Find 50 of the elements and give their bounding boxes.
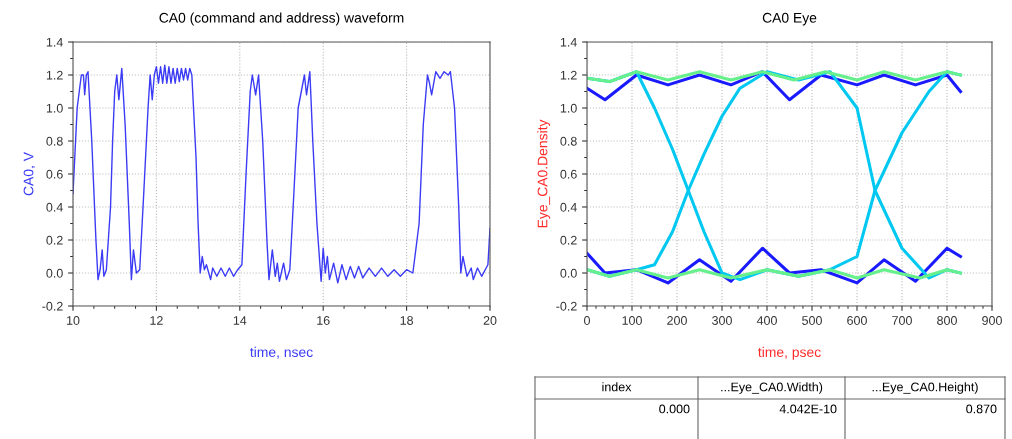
y-tick-label: 0.8 <box>560 136 577 146</box>
text: index <box>602 382 632 392</box>
x-tick-label: 700 <box>892 316 912 325</box>
y-tick-label: 0.4 <box>560 202 577 212</box>
x-tick-label: 12 <box>150 316 163 325</box>
y-tick-label: 0.8 <box>46 136 63 146</box>
y-tick-label: 1.0 <box>46 103 63 113</box>
chart-title: CA0 (command and address) waveform <box>159 12 404 26</box>
y-tick-label: 0.6 <box>560 169 577 179</box>
x-tick-label: 400 <box>756 316 777 325</box>
x-tick-label: 600 <box>847 316 867 325</box>
x-tick-label: 200 <box>667 316 687 325</box>
line-series <box>73 64 490 284</box>
x-tick-label: 500 <box>802 316 822 325</box>
x-tick-label: 900 <box>982 316 1002 325</box>
text: 0.000 <box>659 404 690 414</box>
text: 0.870 <box>966 404 997 414</box>
x-tick-label: 14 <box>233 316 247 325</box>
text: 4.042E-10 <box>779 404 837 414</box>
x-axis-title: time, nsec <box>250 346 313 359</box>
x-tick-label: 16 <box>317 316 330 325</box>
y-tick-label: 0.2 <box>560 235 577 245</box>
y-tick-label: 0.0 <box>560 268 577 278</box>
y-tick-label: -0.2 <box>42 301 63 311</box>
y-tick-label: -0.2 <box>556 301 577 311</box>
y-axis-title: CA0, V <box>23 152 36 196</box>
y-tick-label: 1.0 <box>560 103 577 113</box>
x-tick-label: 300 <box>712 316 732 325</box>
y-tick-label: 0.6 <box>46 169 63 179</box>
x-tick-label: 18 <box>400 316 414 325</box>
line-series <box>587 70 963 84</box>
line-series <box>587 268 963 280</box>
x-axis-title: time, psec <box>758 346 821 360</box>
y-axis-title: Eye_CA0.Density <box>537 119 551 228</box>
y-tick-label: 1.4 <box>46 37 63 47</box>
x-tick-label: 10 <box>67 316 80 325</box>
x-tick-label: 800 <box>937 316 957 325</box>
text: ...Eye_CA0.Width) <box>721 382 823 394</box>
x-tick-label: 100 <box>622 316 642 325</box>
chart-title: CA0 Eye <box>762 12 817 26</box>
y-tick-label: 1.4 <box>560 37 577 47</box>
y-tick-label: 0.4 <box>46 202 63 212</box>
y-tick-label: 0.0 <box>46 268 63 278</box>
y-tick-label: 1.2 <box>560 70 577 80</box>
y-tick-label: 1.2 <box>46 70 63 80</box>
text: ...Eye_CA0.Height) <box>872 382 978 394</box>
x-tick-label: 20 <box>483 316 497 325</box>
x-tick-label: 0 <box>584 316 590 325</box>
y-tick-label: 0.2 <box>46 235 63 245</box>
line-series <box>587 70 963 102</box>
